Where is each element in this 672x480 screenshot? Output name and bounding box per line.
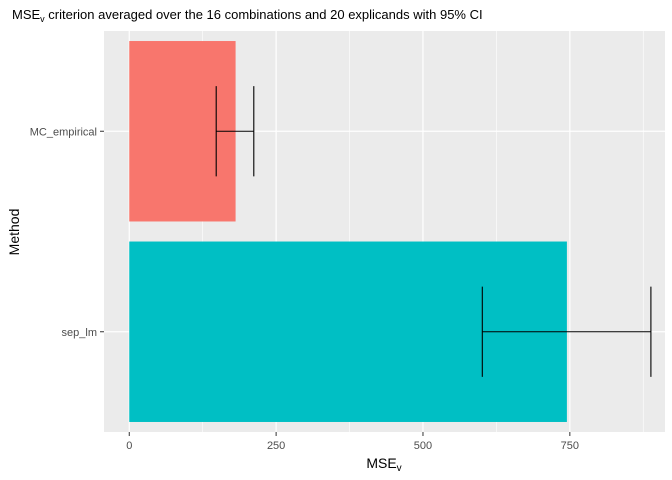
x-tick-label: 500 xyxy=(414,440,432,452)
x-axis-title: MSEv xyxy=(366,455,401,474)
errorbar-layer xyxy=(215,86,652,377)
errorbar-sep_lm xyxy=(481,286,652,377)
y-axis-title: Method xyxy=(6,209,22,256)
y-tick-label: sep_lm xyxy=(62,327,97,339)
plot-title-subscript: v xyxy=(40,14,45,24)
plot-title: MSEv criterion averaged over the 16 comb… xyxy=(12,7,483,24)
y-tick-label: MC_empirical xyxy=(30,126,97,138)
plot-title-rest: criterion averaged over the 16 combinati… xyxy=(45,7,483,22)
errorbar-MC_empirical xyxy=(215,86,255,177)
axis-layer: 0 250 500 750 MC_empirical sep_lm xyxy=(30,126,579,452)
x-tick-label: 750 xyxy=(561,440,579,452)
x-tick-label: 250 xyxy=(267,440,285,452)
x-tick-label: 0 xyxy=(126,440,132,452)
plot-title-main: MSE xyxy=(12,7,41,22)
x-axis-title-main: MSE xyxy=(366,455,396,471)
x-axis-title-subscript: v xyxy=(397,463,402,474)
